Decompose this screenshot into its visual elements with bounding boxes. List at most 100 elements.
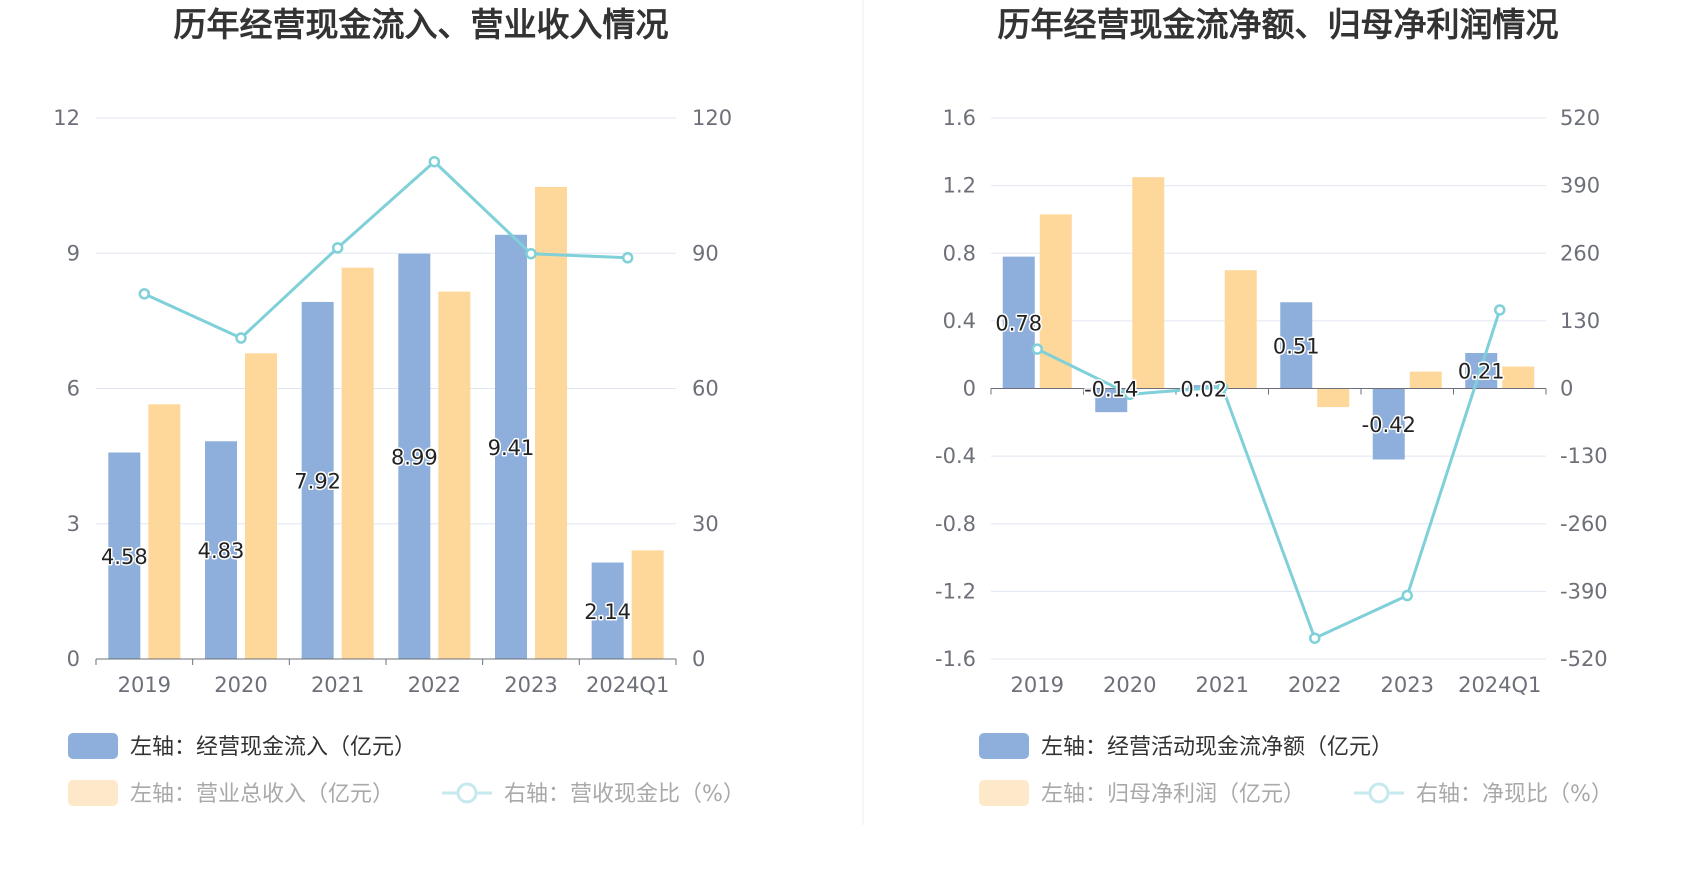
- bar-net-cashflow: [1280, 302, 1313, 389]
- chart1-left-axis: 0 3 6 9 12: [53, 106, 80, 671]
- chart2-data-labels: 0.78 -0.14 0.02 0.51 -0.42 0.21: [994, 310, 1506, 438]
- left-tick-label: -1.6: [935, 647, 976, 671]
- bar-cash-inflow: [591, 562, 624, 659]
- legend-label-net-profit: 左轴：归母净利润（亿元）: [1041, 782, 1305, 807]
- bar-net-cashflow: [1372, 388, 1405, 460]
- bar-revenue: [631, 550, 664, 659]
- data-label: 4.58: [101, 545, 148, 569]
- ratio-point: [1216, 381, 1228, 393]
- chart2-title: 历年经营现金流净额、归母净利润情况: [998, 5, 1559, 44]
- legend-item-ratio[interactable]: 右轴：营收现金比（%）: [442, 782, 745, 807]
- chart1-x-axis: 2019 2020 2021 2022 2023 2024Q1: [95, 658, 677, 697]
- bar-net-profit: [1132, 177, 1165, 389]
- data-label: 0.78: [995, 312, 1042, 336]
- legend-label-ratio: 右轴：营收现金比（%）: [504, 782, 745, 807]
- legend-swatch-net-cashflow: [979, 733, 1029, 759]
- chart2-ratio-line: [1031, 304, 1506, 644]
- bar-cash-inflow: [495, 234, 527, 659]
- left-tick-label: 0.8: [943, 241, 976, 265]
- legend-swatch-revenue: [68, 780, 118, 806]
- chart1-gridlines: [96, 117, 676, 660]
- right-tick-label: 0: [692, 647, 705, 671]
- data-label: -0.42: [1362, 413, 1416, 437]
- x-tick-label: 2021: [1196, 673, 1249, 697]
- legend-label-net-cashflow: 左轴：经营活动现金流净额（亿元）: [1041, 735, 1393, 760]
- ratio-point: [235, 332, 247, 344]
- bar-net-profit: [1224, 270, 1257, 389]
- x-tick-label: 2020: [1103, 673, 1156, 697]
- right-tick-label: 120: [692, 106, 732, 130]
- data-label: 0.51: [1273, 334, 1320, 358]
- right-tick-label: 90: [692, 241, 719, 265]
- right-tick-label: 0: [1560, 377, 1573, 401]
- chart2-right-axis: -520 -390 -260 -130 0 130 260 390 520: [1560, 106, 1608, 671]
- bar-net-profit: [1317, 388, 1350, 408]
- left-tick-label: 0: [67, 647, 80, 671]
- left-tick-label: -1.2: [935, 579, 976, 603]
- bar-cash-inflow: [205, 441, 237, 659]
- chart2-legend: 左轴：经营活动现金流净额（亿元） 左轴：归母净利润（亿元） 右轴：净现比（%）: [979, 733, 1613, 807]
- right-tick-label: -260: [1560, 512, 1608, 536]
- legend-label-cash-inflow: 左轴：经营现金流入（亿元）: [130, 735, 416, 760]
- x-tick-label: 2022: [1288, 673, 1341, 697]
- ratio-point: [1309, 632, 1321, 644]
- ratio-point: [428, 155, 441, 168]
- left-tick-label: -0.4: [935, 444, 976, 468]
- chart1-right-axis: 0 30 60 90 120: [692, 106, 732, 671]
- right-tick-label: 260: [1560, 241, 1600, 265]
- bar-net-cashflow: [1002, 256, 1035, 389]
- right-tick-label: -390: [1560, 579, 1608, 603]
- chart2-x-axis: 2019 2020 2021 2022 2023 2024Q1: [990, 388, 1547, 697]
- x-tick-label: 2019: [1011, 673, 1064, 697]
- bar-revenue: [245, 353, 277, 659]
- x-tick-label: 2023: [1381, 673, 1434, 697]
- right-tick-label: 520: [1560, 106, 1600, 130]
- bar-revenue: [148, 404, 181, 659]
- x-tick-label: 2021: [311, 673, 364, 697]
- left-tick-label: 1.2: [943, 174, 976, 198]
- bar-net-profit: [1502, 366, 1535, 389]
- ratio-point: [1494, 304, 1506, 316]
- data-label: 7.92: [294, 469, 341, 493]
- left-tick-label: 0.4: [943, 309, 976, 333]
- bar-revenue: [535, 186, 567, 660]
- left-tick-label: 3: [67, 512, 80, 536]
- ratio-point: [1124, 388, 1136, 401]
- data-label: 2.14: [584, 600, 631, 624]
- legend-swatch-ratio-dot: [456, 782, 478, 804]
- legend-swatch-cash-inflow: [68, 733, 118, 759]
- ratio-line-path: [1036, 309, 1502, 640]
- legend-item-net-cash-ratio[interactable]: 右轴：净现比（%）: [1354, 782, 1613, 807]
- legend-swatch-net-profit: [979, 780, 1029, 806]
- data-label: 4.83: [198, 539, 245, 563]
- ratio-point: [331, 242, 344, 254]
- chart1-ratio-line: [138, 155, 634, 344]
- ratio-point: [138, 288, 151, 300]
- bar-net-profit: [1409, 371, 1442, 389]
- legend-item-revenue[interactable]: 左轴：营业总收入（亿元）: [68, 780, 394, 807]
- chart1-data-labels: 4.58 4.83 7.92 8.99 9.41 2.14: [99, 434, 632, 625]
- legend-item-cash-inflow[interactable]: 左轴：经营现金流入（亿元）: [68, 733, 416, 760]
- left-tick-label: -0.8: [935, 512, 976, 536]
- chart1-legend: 左轴：经营现金流入（亿元） 左轴：营业总收入（亿元） 右轴：营收现金比（%）: [68, 733, 745, 807]
- x-tick-label: 2020: [214, 673, 267, 697]
- right-tick-label: -130: [1560, 444, 1608, 468]
- left-tick-label: 6: [67, 377, 80, 401]
- left-tick-label: 0: [963, 377, 976, 401]
- legend-item-net-profit[interactable]: 左轴：归母净利润（亿元）: [979, 780, 1305, 807]
- ratio-line-path: [143, 160, 628, 340]
- data-label: 8.99: [391, 445, 438, 469]
- bar-net-cashflow: [1187, 385, 1220, 389]
- legend-swatch-net-cash-ratio-dot: [1368, 782, 1390, 804]
- chart1-title: 历年经营现金流入、营业收入情况: [174, 5, 669, 44]
- ratio-point: [525, 247, 537, 260]
- chart1-bars: [108, 186, 664, 660]
- ratio-point: [621, 252, 634, 264]
- legend-item-net-cashflow[interactable]: 左轴：经营活动现金流净额（亿元）: [979, 733, 1393, 760]
- right-tick-label: 390: [1560, 174, 1600, 198]
- data-label: -0.14: [1084, 378, 1138, 402]
- data-label: 9.41: [488, 436, 535, 460]
- ratio-point: [1031, 343, 1043, 355]
